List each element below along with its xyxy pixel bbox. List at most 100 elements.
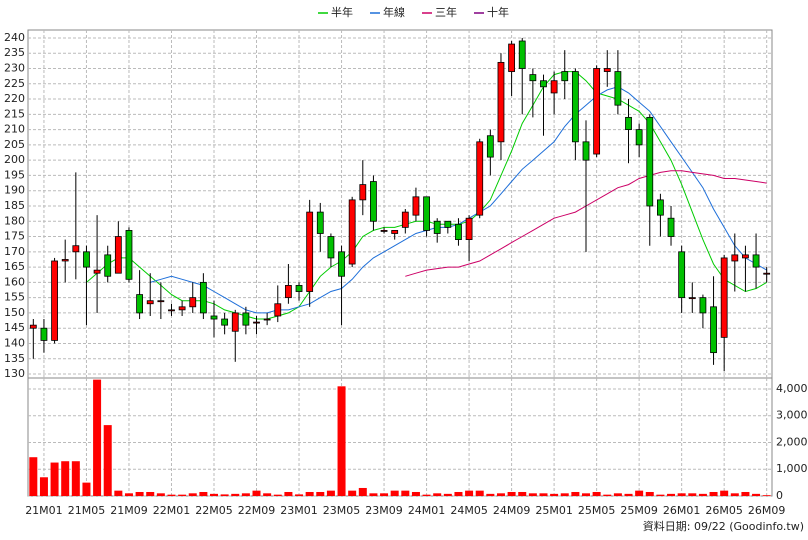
candle-body: [316, 211, 324, 234]
y-tick-label: 135: [4, 352, 25, 365]
x-tick-label: 26M05: [705, 504, 743, 517]
candle-body: [561, 71, 569, 82]
candle-body: [731, 254, 739, 262]
candle-body: [455, 223, 462, 240]
candle-body: [284, 285, 292, 299]
volume-bar: [656, 494, 665, 496]
volume-bar: [295, 494, 304, 496]
y-tick-label: 205: [4, 138, 25, 151]
volume-bar: [709, 491, 718, 496]
candle-body: [593, 68, 601, 155]
candle-body: [550, 80, 558, 94]
candle-body: [61, 259, 69, 262]
volume-bar: [39, 477, 48, 496]
volume-bar: [263, 493, 272, 496]
volume-bar: [135, 491, 144, 496]
volume-bar: [241, 493, 250, 496]
volume-bar: [730, 493, 739, 496]
volume-bar: [93, 379, 102, 496]
volume-bar: [433, 493, 442, 496]
y-tick-label: 160: [4, 275, 25, 288]
candle-body: [146, 300, 154, 305]
legend-label: 十年: [487, 5, 509, 19]
candle-body: [540, 80, 547, 88]
volume-bar: [369, 493, 378, 496]
y-tick-label: 130: [4, 367, 25, 380]
volume-bar: [50, 462, 59, 496]
volume-bar: [411, 491, 420, 496]
volume-panel: [27, 377, 773, 497]
legend-label: 年線: [383, 5, 405, 19]
x-tick-label: 23M09: [365, 504, 403, 517]
volume-bar: [146, 491, 155, 496]
volume-bar: [507, 491, 516, 496]
volume-bar: [210, 493, 218, 496]
candle-body: [401, 211, 409, 228]
x-tick-label: 25M05: [578, 504, 616, 517]
volume-bar: [284, 491, 293, 496]
y2-tick-label: 2,000: [776, 435, 808, 448]
y-tick-label: 235: [4, 46, 25, 59]
candle-body: [51, 260, 58, 341]
volume-bar: [571, 491, 580, 496]
volume-bar: [720, 490, 729, 496]
candle-body: [242, 312, 250, 326]
candle-body: [763, 272, 771, 275]
volume-bar: [103, 425, 112, 496]
x-tick-label: 25M09: [620, 504, 658, 517]
candle-body: [104, 254, 112, 277]
candle-body: [380, 230, 388, 232]
volume-bar: [167, 494, 176, 496]
candle-body: [486, 135, 494, 158]
volume-bar: [316, 491, 325, 496]
candle-body: [348, 199, 356, 265]
volume-bar: [741, 491, 750, 496]
y2-tick-label: 3,000: [776, 409, 808, 422]
volume-bar: [582, 493, 590, 496]
candle-body: [72, 245, 80, 253]
y-tick-label: 155: [4, 291, 25, 304]
y2-tick-label: 4,000: [776, 382, 808, 395]
volume-bar: [592, 491, 601, 496]
volume-bar: [348, 490, 357, 496]
candle-body: [40, 327, 48, 341]
x-tick-label: 23M05: [323, 504, 361, 517]
x-tick-label: 21M09: [110, 504, 148, 517]
x-tick-label: 21M01: [25, 504, 63, 517]
volume-bar: [454, 491, 463, 496]
candle-body: [646, 116, 654, 207]
volume-bar: [752, 493, 761, 496]
x-tick-label: 24M01: [408, 504, 446, 517]
candle-body: [497, 61, 505, 143]
volume-bar: [486, 493, 495, 496]
volume-bar: [82, 482, 91, 496]
candle-body: [125, 230, 133, 280]
candle-body: [635, 129, 643, 146]
candle-body: [465, 217, 473, 240]
candle-body: [136, 294, 144, 314]
y-tick-label: 190: [4, 184, 25, 197]
y-tick-label: 185: [4, 199, 25, 212]
candle-body: [274, 303, 282, 317]
candle-body: [667, 217, 675, 237]
y2-tick-label: 0: [776, 489, 783, 502]
candle-body: [710, 306, 717, 354]
candle-body: [529, 74, 537, 82]
legend-label: 三年: [435, 5, 457, 19]
y-tick-label: 215: [4, 107, 25, 120]
x-tick-label: 23M01: [280, 504, 318, 517]
candle-body: [688, 297, 696, 300]
candle-body: [625, 116, 632, 131]
volume-bar: [475, 490, 484, 496]
volume-bar: [326, 490, 335, 496]
volume-bar: [273, 494, 282, 496]
candle-body: [210, 315, 218, 320]
y-tick-label: 200: [4, 153, 25, 166]
volume-bar: [624, 493, 633, 496]
volume-bar: [337, 386, 346, 496]
volume-bar: [539, 493, 548, 496]
volume-bar: [114, 490, 123, 496]
candle-body: [359, 184, 367, 201]
y-tick-label: 210: [4, 123, 25, 136]
volume-bar: [61, 461, 70, 496]
